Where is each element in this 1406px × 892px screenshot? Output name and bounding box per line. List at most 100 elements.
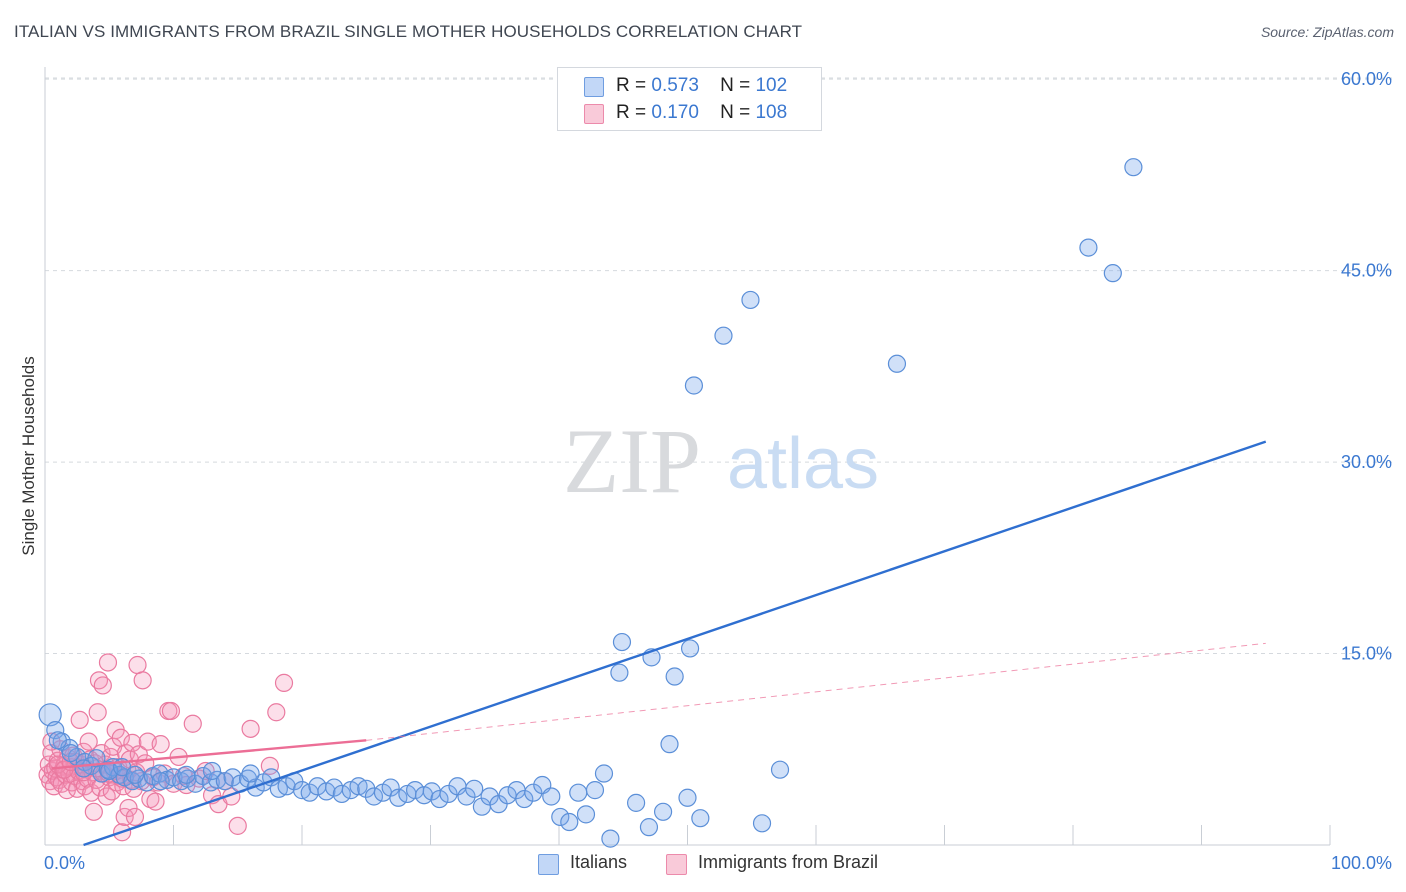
brazil-swatch [584,104,604,124]
brazil-point [241,719,260,738]
brazil-point [79,732,98,751]
italians-point [381,778,400,797]
brazil-point [260,756,279,775]
italians-point [626,793,646,812]
italians-point [74,759,93,778]
stats-text: R = 0.573 N = 102 [616,75,788,96]
italians-point [457,787,476,806]
x-tick-label: 0.0% [44,853,85,873]
brazil-point [42,732,61,751]
italians-point [660,735,679,754]
italians-point [594,764,614,783]
r-value-brazil: 0.170 [651,102,699,123]
brazil-point [274,673,294,692]
italians-point [241,764,260,783]
italians-trend-line [83,440,1267,847]
italians-point [364,787,384,806]
brazil-point [128,655,147,675]
italians-point [691,809,710,828]
italians-point [430,789,449,809]
italians-point [125,765,145,784]
chart-title: ITALIAN VS IMMIGRANTS FROM BRAZIL SINGLE… [14,22,803,41]
watermark-atlas: atlas [727,424,879,504]
italians-point [151,772,170,791]
brazil-point [84,802,103,821]
brazil-point [102,782,121,801]
italians-point [465,779,484,798]
italians-point [515,789,534,809]
brazil-point [115,807,134,827]
italians-point [639,818,659,837]
legend-label: Immigrants from Brazil [698,852,879,872]
data-points [38,158,1143,848]
trend-lines [51,440,1267,847]
italians-point [887,354,907,373]
brazil-point [161,701,181,721]
watermark: ZIP atlas [563,410,879,512]
brazil-point [133,671,152,690]
italians-point [752,814,772,833]
italians-point [1079,238,1098,257]
brazil-point [88,703,107,722]
n-value-brazil: 108 [755,102,788,123]
source-label: Source: ZipAtlas.com [1260,24,1394,40]
italians-point [551,807,570,827]
italians-point [208,770,227,790]
italians-point [48,731,67,750]
italians-point [678,788,697,807]
watermark-zip: ZIP [563,410,701,512]
y-tick-label: 15.0% [1341,644,1392,664]
italians-point [177,765,196,784]
axes [44,67,1331,846]
brazil-point [183,714,202,733]
stats-text: R = 0.170 N = 108 [616,102,788,123]
brazil-trend-line [51,739,367,770]
italians-point [601,829,620,848]
y-tick-label: 30.0% [1341,452,1392,472]
italians-point [610,663,629,682]
brazil-point [151,735,170,754]
italians-point [714,326,733,345]
brazil-legend-swatch [666,854,687,875]
italians-point [576,805,596,824]
brazil-point [70,710,89,730]
y-tick-label: 60.0% [1341,69,1392,89]
brazil-point [146,792,165,811]
italians-point [770,760,790,779]
r-value-italians: 0.573 [651,75,699,96]
x-tick-label: 100.0% [1331,853,1392,873]
brazil-point [119,798,138,818]
italians-point [389,788,408,807]
italians-point [585,781,605,800]
italians-point [612,632,632,652]
brazil-point [129,745,148,764]
n-value-italians: 102 [755,75,788,96]
tick-labels: 15.0% 30.0% 45.0% 60.0% 0.0% 100.0% [44,69,1392,873]
brazil-point [93,676,112,695]
brazil-point [123,733,142,752]
italians-point [542,787,561,806]
italians-point [569,783,588,802]
italians-point [680,639,700,658]
brazil-point [228,816,247,835]
grid-lines [45,77,1392,655]
italians-point [202,761,222,781]
y-tick-label: 45.0% [1341,261,1392,281]
italians-point [665,667,684,686]
italians-point [1124,158,1143,177]
brazil-point [267,703,286,722]
italians-point [1103,264,1122,283]
legend-label: Italians [570,852,628,872]
italians-swatch [584,77,604,97]
brazil-point [91,778,110,797]
italians-point [98,760,118,779]
italians-point [741,290,760,310]
y-axis-label: Single Mother Households [19,356,38,555]
brazil-point [125,807,145,827]
italians-legend-swatch [538,854,559,875]
italians-point [560,812,579,832]
italians-point [684,376,704,395]
italians-point [38,703,62,727]
brazil-point [97,787,116,806]
